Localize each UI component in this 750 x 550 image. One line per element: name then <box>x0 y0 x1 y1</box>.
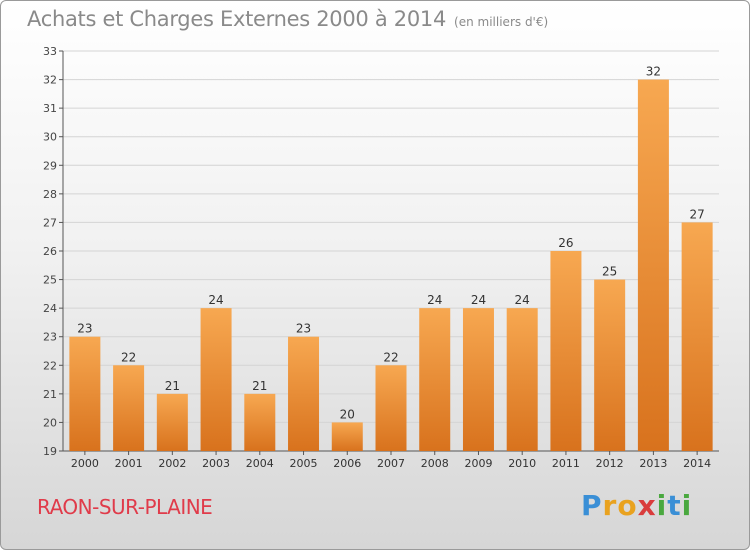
bar-value-label: 24 <box>208 293 223 307</box>
logo-letter: o <box>617 489 638 522</box>
y-tick-label: 33 <box>43 45 57 58</box>
x-tick-label: 2013 <box>639 457 667 470</box>
y-tick-label: 25 <box>43 274 57 287</box>
bar <box>681 222 713 451</box>
bar <box>156 393 188 451</box>
y-tick-label: 32 <box>43 74 57 87</box>
y-tick-label: 29 <box>43 159 57 172</box>
y-tick-label: 21 <box>43 388 57 401</box>
y-tick-label: 20 <box>43 416 57 429</box>
y-tick-label: 27 <box>43 216 57 229</box>
bar-value-label: 25 <box>602 265 617 279</box>
bar-value-label: 24 <box>427 293 442 307</box>
y-tick-label: 31 <box>43 102 57 115</box>
logo-letter: t <box>667 489 682 522</box>
x-tick-label: 2003 <box>202 457 230 470</box>
x-tick-label: 2007 <box>377 457 405 470</box>
logo-letter: P <box>581 489 603 522</box>
bar-value-label: 24 <box>515 293 530 307</box>
bar-value-label: 23 <box>77 322 92 336</box>
y-tick-label: 30 <box>43 131 57 144</box>
x-tick-label: 2011 <box>552 457 580 470</box>
bar <box>69 336 101 451</box>
bar <box>637 79 669 452</box>
bar-value-label: 21 <box>165 379 180 393</box>
city-name: RAON-SUR-PLAINE <box>37 495 213 519</box>
bar-value-label: 32 <box>646 65 661 79</box>
logo-letter: r <box>602 489 618 522</box>
bar-value-label: 22 <box>121 350 136 364</box>
y-tick-label: 23 <box>43 331 57 344</box>
bar-value-label: 23 <box>296 322 311 336</box>
bar-value-label: 21 <box>252 379 267 393</box>
bar <box>200 308 232 451</box>
bars <box>69 79 713 452</box>
chart-title-text: Achats et Charges Externes 2000 à 2014 <box>27 7 447 31</box>
y-tick-label: 19 <box>43 445 57 458</box>
x-tick-label: 2010 <box>508 457 536 470</box>
bar-value-label: 20 <box>340 407 355 421</box>
bar <box>331 422 363 451</box>
x-tick-label: 2004 <box>246 457 274 470</box>
x-tick-label: 2006 <box>333 457 361 470</box>
x-tick-label: 2012 <box>596 457 624 470</box>
bar <box>113 365 145 451</box>
y-tick-label: 28 <box>43 188 57 201</box>
x-tick-label: 2001 <box>115 457 143 470</box>
bar-value-label: 22 <box>383 350 398 364</box>
bar-value-label: 24 <box>471 293 486 307</box>
x-tick-label: 2009 <box>464 457 492 470</box>
bar <box>244 393 276 451</box>
logo-letter: i <box>656 489 668 522</box>
bar-value-label: 27 <box>689 207 704 221</box>
x-tick-label: 2002 <box>158 457 186 470</box>
bar <box>594 279 626 451</box>
bar <box>550 251 582 451</box>
chart-subtitle: (en milliers d'€) <box>454 15 549 29</box>
y-tick-label: 26 <box>43 245 57 258</box>
x-tick-label: 2005 <box>290 457 318 470</box>
y-tick-label: 22 <box>43 359 57 372</box>
x-tick-label: 2014 <box>683 457 711 470</box>
bar-value-label: 26 <box>558 236 573 250</box>
bar <box>375 365 407 451</box>
bar <box>419 308 451 451</box>
bar <box>462 308 494 451</box>
bar <box>506 308 538 451</box>
x-tick-label: 2008 <box>421 457 449 470</box>
bar <box>288 336 320 451</box>
logo-letter: i <box>681 489 693 522</box>
x-tick-label: 2000 <box>71 457 99 470</box>
chart-title: Achats et Charges Externes 2000 à 2014 (e… <box>27 7 548 31</box>
logo-letter: x <box>637 489 657 522</box>
labels: 19 20 21 22 23 24 25 26 27 28 29 30 31 32 33 23 2000 22 20… <box>43 45 711 470</box>
proxiti-logo[interactable]: Proxiti <box>581 489 692 522</box>
y-tick-label: 24 <box>43 302 57 315</box>
